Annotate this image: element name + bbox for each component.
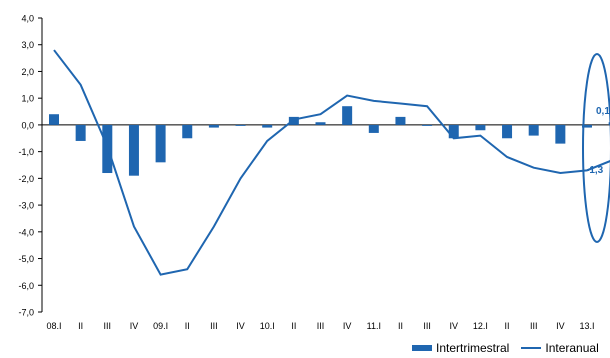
y-tick-label: 4,0 xyxy=(21,14,34,24)
x-tick-label: III xyxy=(423,321,431,331)
interanual-line xyxy=(53,49,610,276)
legend-bar-swatch xyxy=(412,345,432,351)
legend-line-label: Interanual xyxy=(545,341,599,355)
annotation-last-line: -1,3 xyxy=(586,165,604,176)
x-tick-label: II xyxy=(291,321,296,331)
x-tick-label: III xyxy=(210,321,218,331)
x-tick-label: IV xyxy=(449,321,458,331)
x-tick-label: IV xyxy=(236,321,245,331)
y-tick-label: -2,0 xyxy=(18,174,34,184)
bar xyxy=(342,106,353,125)
x-tick-label: III xyxy=(317,321,325,331)
x-tick-label: 09.I xyxy=(153,321,168,331)
x-tick-label: 12.I xyxy=(473,321,488,331)
bar xyxy=(448,124,459,139)
x-tick-label: II xyxy=(398,321,403,331)
x-tick-label: IV xyxy=(130,321,139,331)
y-tick-label: -3,0 xyxy=(18,201,34,211)
legend-bar-label: Intertrimestral xyxy=(436,341,510,355)
bar xyxy=(582,124,592,128)
y-tick-label: 3,0 xyxy=(21,40,34,50)
bar xyxy=(422,124,433,126)
x-tick-label: III xyxy=(104,321,112,331)
x-tick-label: 13.I xyxy=(579,321,594,331)
x-tick-label: II xyxy=(185,321,190,331)
y-tick-label: 0,0 xyxy=(21,120,34,130)
y-tick-label: -1,0 xyxy=(18,147,34,157)
x-tick-label: II xyxy=(505,321,510,331)
bar xyxy=(528,124,539,136)
bar xyxy=(75,124,86,141)
x-tick-label: IV xyxy=(343,321,352,331)
bar xyxy=(395,116,406,125)
x-tick-label: 08.I xyxy=(46,321,61,331)
x-tick-label: 10.I xyxy=(260,321,275,331)
bar xyxy=(155,124,166,163)
y-tick-label: 2,0 xyxy=(21,67,34,77)
x-tick-label: II xyxy=(78,321,83,331)
bar xyxy=(315,122,326,125)
y-tick-label: -7,0 xyxy=(18,308,34,318)
bar xyxy=(555,124,566,144)
y-tick-label: 1,0 xyxy=(21,94,34,104)
x-tick-label: IV xyxy=(556,321,565,331)
x-axis-labels: 08.I II III IV 09.I II III IV 10.I II III IV 11.I II I… xyxy=(46,321,594,331)
bar xyxy=(475,124,486,131)
y-axis: 4,0 3,0 2,0 1,0 0,0 -1,0 -2,0 -3,0 -4,0 -5,0 -6,0 -… xyxy=(18,14,43,318)
y-tick-label: -6,0 xyxy=(18,281,34,291)
x-tick-label: 11.I xyxy=(367,321,381,331)
bar xyxy=(208,124,219,128)
bar xyxy=(502,124,513,139)
bar xyxy=(49,114,59,125)
legend: Intertrimestral Interanual xyxy=(412,341,599,355)
bar xyxy=(368,124,379,133)
highlight-ellipse xyxy=(582,53,610,243)
x-tick-label: III xyxy=(530,321,538,331)
bar xyxy=(288,116,299,125)
bar xyxy=(182,124,193,139)
y-tick-label: -5,0 xyxy=(18,254,34,264)
legend-line-swatch xyxy=(521,347,542,349)
bar xyxy=(235,124,246,126)
bar xyxy=(128,124,139,176)
bar xyxy=(262,124,273,128)
y-tick-label: -4,0 xyxy=(18,227,34,237)
bar xyxy=(608,122,610,125)
annotation-last-bar: 0,1 xyxy=(596,106,610,117)
